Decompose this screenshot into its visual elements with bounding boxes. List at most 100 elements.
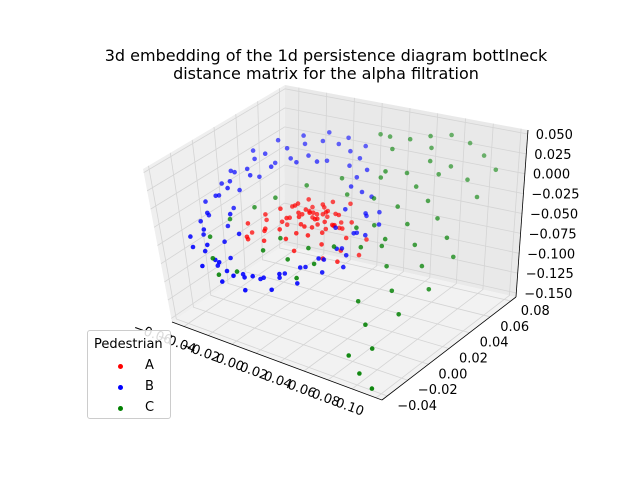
point-c (331, 244, 337, 249)
point-c (413, 184, 419, 189)
point-b (297, 265, 303, 270)
point-b (188, 234, 193, 239)
point-b (354, 175, 360, 180)
point-a (283, 236, 289, 242)
point-c (357, 371, 362, 376)
point-c (387, 134, 393, 139)
point-a (349, 220, 355, 225)
point-c (382, 236, 388, 242)
point-a (245, 221, 251, 226)
point-a (310, 204, 315, 210)
point-b (244, 166, 250, 172)
point-b (341, 264, 346, 270)
grid-z-6 (164, 202, 520, 283)
point-b (262, 151, 268, 156)
point-c (426, 287, 432, 292)
point-b (232, 169, 237, 175)
point-a (263, 226, 268, 231)
y-tick-label: 0.02 (459, 352, 488, 367)
point-a (290, 204, 295, 209)
point-a (319, 242, 324, 247)
y-tick-label: −0.04 (397, 399, 437, 414)
point-a (325, 214, 330, 220)
point-b (357, 156, 363, 161)
grid-x-0 (183, 87, 300, 327)
point-b (269, 287, 275, 293)
point-b (190, 244, 196, 250)
point-c (407, 136, 413, 142)
point-b (200, 263, 205, 269)
point-b (348, 148, 353, 154)
point-a (284, 222, 290, 227)
point-a (319, 230, 325, 235)
point-c (355, 299, 361, 304)
point-b (250, 148, 256, 153)
point-c (278, 235, 283, 241)
point-b (231, 273, 236, 279)
point-b (252, 156, 257, 162)
grid-x-2 (231, 97, 355, 345)
point-b (228, 168, 234, 174)
point-b (333, 225, 338, 230)
pane-floor (172, 245, 516, 400)
point-c (379, 243, 385, 249)
point-a (263, 212, 268, 217)
point-a (356, 252, 362, 258)
point-c (465, 177, 470, 182)
y-tick-label: 0.04 (480, 336, 509, 351)
point-a (302, 224, 307, 229)
z-tick-label: 0.050 (536, 128, 573, 143)
grid-lines (143, 87, 528, 399)
point-c (390, 146, 395, 152)
legend-title: Pedestrian (94, 337, 163, 352)
point-c (467, 140, 473, 146)
point-c (389, 288, 395, 294)
grid-x-4 (279, 108, 411, 363)
grid-x-3 (255, 102, 383, 354)
grid-y-2 (191, 139, 429, 365)
point-c (493, 167, 499, 173)
z-tick-label: −0.100 (527, 247, 575, 262)
point-c (216, 272, 222, 278)
point-b (222, 239, 227, 244)
grid-z-4 (157, 164, 523, 246)
point-b (228, 255, 233, 261)
z-tick-label: −0.075 (529, 227, 577, 242)
point-a (249, 230, 255, 235)
point-b (319, 270, 325, 275)
data-points (188, 130, 499, 391)
point-c (227, 216, 233, 222)
grid-z-1 (146, 107, 527, 192)
chart-title-line-1: 3d embedding of the 1d persistence diagr… (105, 46, 548, 65)
point-c (344, 192, 350, 197)
legend-label-c: C (145, 400, 155, 415)
legend-label-a: A (145, 358, 154, 373)
point-c (304, 183, 310, 188)
point-b (225, 223, 231, 229)
point-a (315, 222, 320, 227)
point-a (348, 201, 353, 207)
grid-x-5 (303, 113, 439, 372)
point-b (237, 187, 242, 193)
point-b (201, 227, 207, 232)
grid-y-4 (235, 114, 470, 334)
point-c (363, 322, 368, 328)
point-c (210, 255, 216, 261)
grid-z-2 (150, 126, 525, 210)
legend-item-c: C (88, 400, 172, 418)
point-a (322, 219, 328, 225)
point-c (481, 153, 487, 158)
point-a (310, 215, 315, 220)
point-b (282, 271, 288, 276)
point-b (268, 164, 274, 169)
point-b (201, 232, 206, 237)
point-b (258, 276, 263, 282)
legend-marker-a (118, 364, 123, 369)
point-c (474, 194, 480, 200)
point-a (338, 220, 344, 225)
point-b (250, 273, 255, 279)
point-a (298, 222, 304, 227)
point-b (320, 138, 326, 144)
point-a (264, 217, 269, 223)
point-b (351, 231, 357, 236)
